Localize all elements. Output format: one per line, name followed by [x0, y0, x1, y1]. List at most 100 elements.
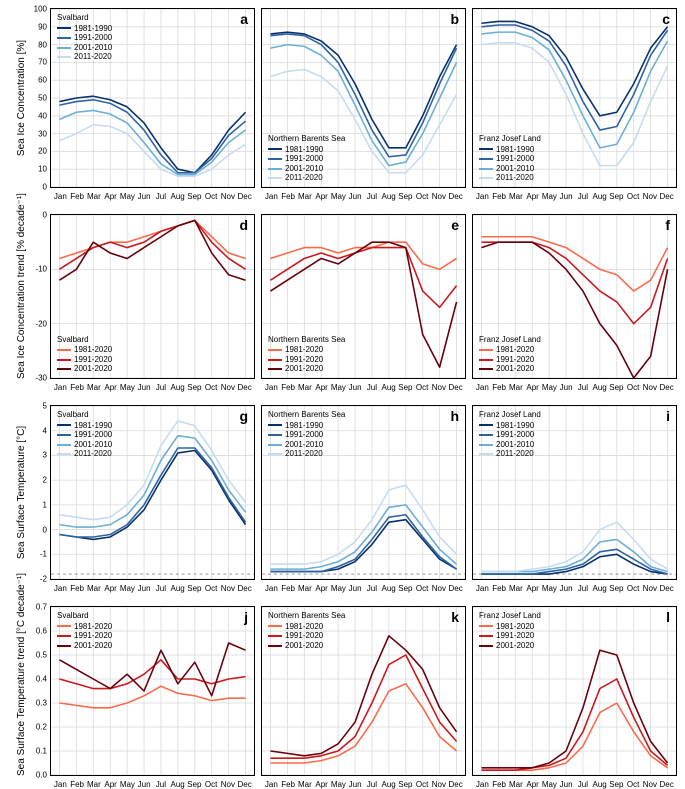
x-tick-label: Jan	[474, 192, 491, 201]
legend-swatch	[268, 177, 282, 179]
x-tick-label: Aug	[169, 780, 186, 789]
x-tick-label: Dec	[447, 383, 464, 392]
x-tick-label: Jun	[136, 780, 153, 789]
panel-e: e Northern Barents Sea1981-20201991-20202…	[261, 214, 466, 379]
legend-label: 1991-2000	[496, 154, 534, 164]
panel-letter: a	[240, 11, 248, 27]
legend-entry: 1981-1990	[57, 421, 112, 431]
x-tick-label: May	[330, 780, 347, 789]
y-tick-label: 5	[43, 402, 47, 411]
x-tick-label: Sep	[186, 383, 203, 392]
legend-label: 1981-1990	[496, 145, 534, 155]
x-tick-label: Apr	[524, 780, 541, 789]
legend: Northern Barents Sea1981-20201991-202020…	[268, 335, 345, 374]
legend-entry: 2001-2020	[479, 641, 541, 651]
legend-label: 2001-2010	[74, 43, 112, 53]
panel-letter: f	[665, 217, 670, 233]
legend-swatch	[57, 368, 71, 370]
x-tick-label: Mar	[508, 192, 525, 201]
x-tick-label: Dec	[236, 780, 253, 789]
legend-entry: 2001-2010	[57, 43, 112, 53]
legend-entry: 1981-1990	[479, 421, 541, 431]
x-ticks: JanFebMarAprMayJunJulAugSepOctNovDec	[262, 584, 465, 593]
legend-swatch	[479, 168, 493, 170]
legend-entry: 2001-2020	[479, 364, 541, 374]
y-tick-label: 80	[38, 40, 47, 49]
x-tick-label: Oct	[414, 383, 431, 392]
y-tick-label: 30	[38, 129, 47, 138]
x-tick-label: Oct	[203, 780, 220, 789]
legend-swatch	[57, 37, 71, 39]
x-tick-label: Aug	[591, 584, 608, 593]
panel-letter: k	[451, 609, 459, 625]
legend-label: 1991-2000	[74, 430, 112, 440]
y-tick-label: 0	[43, 211, 47, 220]
x-tick-label: Feb	[69, 192, 86, 201]
y-ticks: -2-1012345	[25, 406, 49, 579]
legend-swatch	[268, 434, 282, 436]
x-tick-label: Mar	[86, 780, 103, 789]
legend-label: 2011-2020	[74, 52, 112, 62]
legend-swatch	[57, 56, 71, 58]
panel-letter: b	[450, 11, 459, 27]
x-tick-label: Nov	[431, 584, 448, 593]
y-tick-label: 70	[38, 58, 47, 67]
legend-entry: 2011-2020	[57, 52, 112, 62]
x-tick-label: Dec	[447, 584, 464, 593]
x-tick-label: Jul	[153, 383, 170, 392]
legend-label: 1991-2020	[74, 631, 112, 641]
panel-l: lFranz Josef Land1981-20201991-20202001-…	[472, 606, 677, 776]
x-tick-label: Mar	[508, 780, 525, 789]
data-series	[481, 32, 667, 148]
panel-h: hNorthern Barents Sea1981-19901991-20002…	[261, 405, 466, 580]
x-ticks: JanFebMarAprMayJunJulAugSepOctNovDec	[51, 584, 254, 593]
legend-entry: 1981-1990	[479, 145, 541, 155]
x-tick-label: Mar	[508, 383, 525, 392]
y-tick-label: 1	[43, 500, 47, 509]
x-tick-label: Nov	[220, 192, 237, 201]
x-tick-label: Jun	[558, 584, 575, 593]
figure-grid: Sea Ice Concentration [%]aSvalbard1981-1…	[8, 8, 677, 776]
legend-swatch	[479, 158, 493, 160]
y-tick-label: 100	[34, 5, 47, 14]
legend-entry: 2001-2010	[57, 440, 112, 450]
x-tick-label: Jul	[364, 192, 381, 201]
legend-label: 1981-1990	[285, 145, 323, 155]
legend-title: Svalbard	[57, 13, 112, 23]
x-tick-label: Sep	[397, 383, 414, 392]
legend-label: 1981-2020	[74, 345, 112, 355]
x-tick-label: Nov	[642, 584, 659, 593]
x-tick-label: Sep	[608, 192, 625, 201]
legend: Franz Josef Land1981-19901991-20002001-2…	[479, 410, 541, 459]
legend-label: 1991-2000	[285, 430, 323, 440]
legend-label: 1981-2020	[496, 345, 534, 355]
x-tick-label: Mar	[297, 584, 314, 593]
data-series	[481, 650, 667, 768]
panel-k: kNorthern Barents Sea1981-20201991-20202…	[261, 606, 466, 776]
legend-label: 2011-2020	[285, 449, 323, 459]
y-tick-label: -10	[35, 265, 47, 274]
data-series	[59, 220, 245, 269]
x-tick-label: Sep	[186, 780, 203, 789]
legend-label: 2001-2010	[74, 440, 112, 450]
panel-letter: e	[451, 217, 459, 233]
x-tick-label: May	[541, 192, 558, 201]
x-tick-label: Sep	[397, 192, 414, 201]
legend-title: Svalbard	[57, 335, 112, 345]
legend-label: 2001-2020	[74, 641, 112, 651]
legend-title: Franz Josef Land	[479, 410, 541, 420]
x-ticks: JanFebMarAprMayJunJulAugSepOctNovDec	[51, 383, 254, 392]
x-tick-label: Sep	[397, 780, 414, 789]
x-tick-label: Dec	[658, 383, 675, 392]
x-tick-label: Mar	[86, 383, 103, 392]
legend-swatch	[57, 424, 71, 426]
x-tick-label: Oct	[414, 780, 431, 789]
legend-swatch	[479, 359, 493, 361]
x-tick-label: Oct	[414, 584, 431, 593]
x-tick-label: Jun	[136, 383, 153, 392]
legend-swatch	[57, 625, 71, 627]
x-tick-label: Jan	[474, 780, 491, 789]
y-tick-label: -1	[40, 550, 47, 559]
legend-label: 2001-2020	[496, 641, 534, 651]
x-tick-label: Jun	[558, 383, 575, 392]
